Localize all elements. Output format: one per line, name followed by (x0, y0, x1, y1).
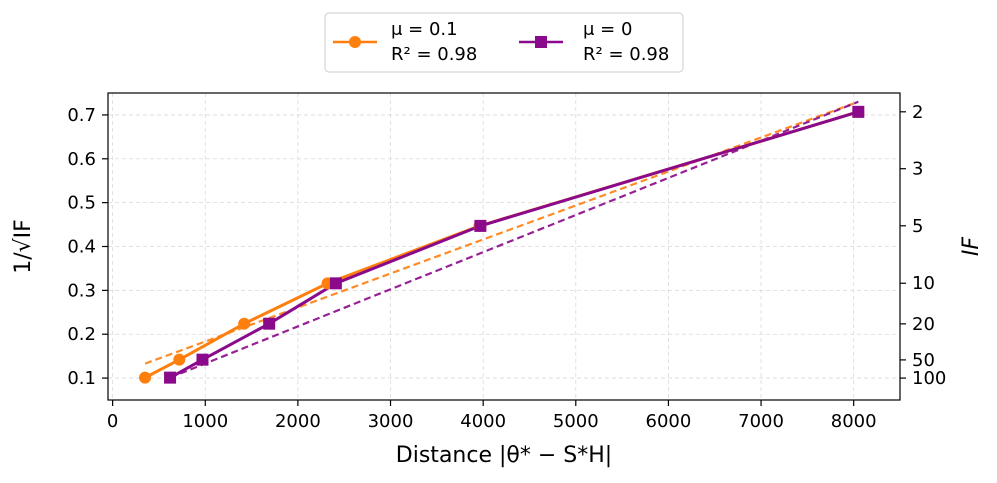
right-tick-label: 20 (912, 314, 935, 335)
x-tick-label: 1000 (182, 411, 228, 432)
x-axis-ticks: 0 1000 2000 3000 4000 5000 6000 7000 8000 (107, 400, 877, 432)
legend: μ = 0.1 R² = 0.98 μ = 0 R² = 0.98 (324, 12, 684, 73)
x-tick-label: 3000 (368, 411, 414, 432)
y-tick-label: 0.5 (67, 193, 96, 214)
x-tick-label: 5000 (553, 411, 599, 432)
legend-label-mu0: μ = 0 (583, 19, 632, 40)
right-tick-label: 5 (912, 216, 923, 237)
legend-r2-mu01: R² = 0.98 (391, 44, 477, 65)
data-point (164, 371, 177, 384)
y-tick-label: 0.2 (67, 324, 96, 345)
y-tick-label: 0.7 (67, 105, 96, 126)
x-tick-label: 8000 (831, 411, 877, 432)
legend-label-mu01: μ = 0.1 (391, 19, 458, 40)
x-tick-label: 4000 (460, 411, 506, 432)
y-tick-label: 0.4 (67, 237, 96, 258)
legend-marker-mu01 (349, 36, 361, 48)
x-tick-label: 2000 (275, 411, 321, 432)
y-tick-label: 0.6 (67, 149, 96, 170)
right-tick-label: 3 (912, 159, 923, 180)
data-point (474, 219, 487, 232)
x-tick-label: 6000 (646, 411, 692, 432)
markers (139, 105, 865, 384)
data-point (329, 277, 342, 290)
data-point (238, 317, 251, 330)
right-tick-label: 50 (912, 350, 935, 371)
legend-marker-mu0 (535, 36, 547, 48)
y-axis-ticks: 0.1 0.2 0.3 0.4 0.5 0.6 0.7 (67, 105, 108, 389)
right-tick-label: 10 (912, 273, 935, 294)
data-point (139, 371, 152, 384)
data-point (173, 353, 186, 366)
grid (108, 93, 900, 400)
y-tick-label: 0.1 (67, 368, 96, 389)
data-point (196, 353, 209, 366)
right-tick-label: 2 (912, 102, 923, 123)
y-tick-label: 0.3 (67, 280, 96, 301)
legend-r2-mu0: R² = 0.98 (583, 44, 669, 65)
data-point (263, 317, 276, 330)
fit-line-0 (144, 100, 859, 365)
right-tick-label: 100 (912, 368, 946, 389)
y-axis-label-right: IF (959, 237, 984, 256)
x-tick-label: 0 (107, 411, 118, 432)
y-axis-label-left: 1/√IF (11, 219, 36, 274)
x-axis-label: Distance |θ* − S*H| (396, 443, 612, 468)
series-line-1 (169, 110, 859, 379)
legend-box (324, 12, 684, 73)
x-tick-label: 7000 (738, 411, 784, 432)
data-point (852, 105, 865, 118)
